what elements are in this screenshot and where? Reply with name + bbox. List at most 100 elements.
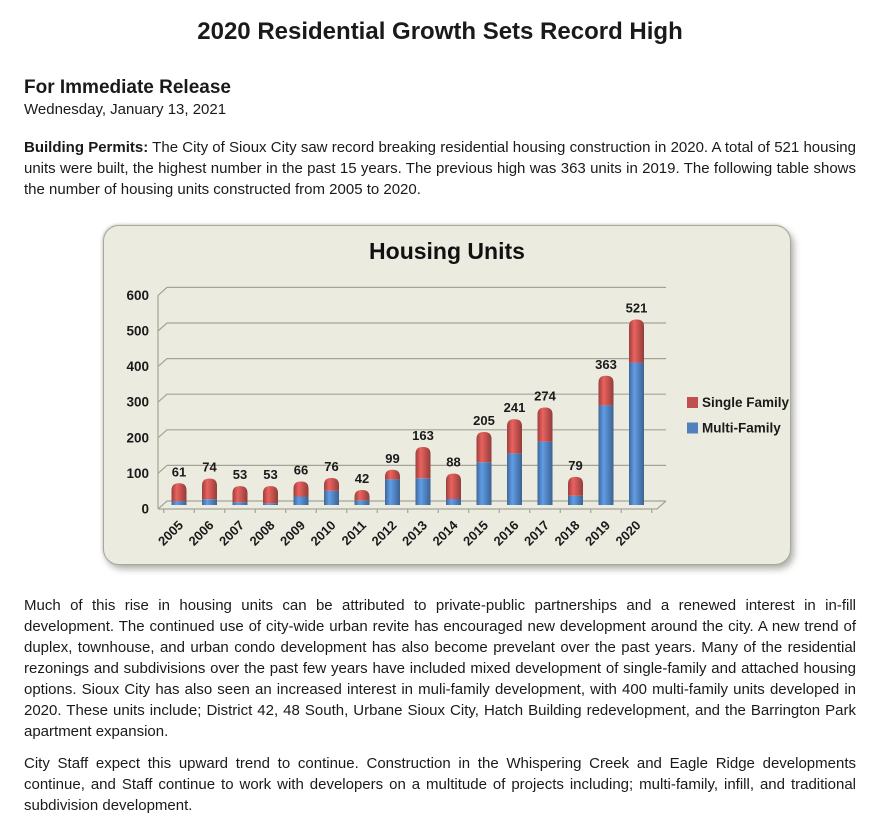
chart-title: Housing Units xyxy=(369,238,525,264)
bar-segment-single-family xyxy=(537,407,553,442)
gridline xyxy=(157,500,666,510)
bar-segment-multi-family xyxy=(293,496,309,505)
bar-segment-multi-family xyxy=(202,499,217,505)
y-tick-label: 400 xyxy=(126,359,149,374)
bar-total-label: 274 xyxy=(534,388,556,403)
chart-panel: 0 100 200 300 400 500 600 61 74 53 53 66 76 42 99 163 88… xyxy=(103,225,791,565)
bars xyxy=(171,319,644,505)
x-axis-line xyxy=(158,500,667,510)
y-tick-label: 0 xyxy=(141,502,149,517)
bar-segment-multi-family xyxy=(568,495,583,505)
gridline xyxy=(157,286,666,296)
y-tick-label: 600 xyxy=(126,288,149,303)
bar-segment-single-family xyxy=(385,469,400,480)
x-axis-labels: 2005 2006 2007 2008 2009 2010 2011 2012 2013 2014… xyxy=(155,517,644,549)
bar-total-label: 61 xyxy=(172,464,186,479)
bar-total-label: 76 xyxy=(324,459,338,474)
gridline xyxy=(157,393,666,403)
press-release-page: 2020 Residential Growth Sets Record High… xyxy=(0,18,880,816)
bar-total-label: 74 xyxy=(202,460,217,475)
gridline xyxy=(157,464,666,474)
gridlines xyxy=(157,286,666,510)
bar-total-label: 521 xyxy=(626,301,648,316)
bar-segment-multi-family xyxy=(415,478,431,505)
bar-total-label: 66 xyxy=(294,463,308,478)
bar-segment-multi-family xyxy=(171,501,187,505)
bar-total-label: 42 xyxy=(355,471,369,486)
bar-segment-multi-family xyxy=(232,502,248,505)
bar-total-label: 79 xyxy=(568,458,582,473)
bar-segment-single-family xyxy=(446,473,461,499)
x-tick-label: 2011 xyxy=(339,518,370,549)
bar-segment-single-family xyxy=(263,486,278,504)
y-tick-label: 500 xyxy=(126,324,149,339)
bar-total-label: 99 xyxy=(385,451,399,466)
page-title: 2020 Residential Growth Sets Record High xyxy=(197,18,683,45)
bar-segment-multi-family xyxy=(476,462,492,505)
building-permits-label: Building Permits: xyxy=(24,139,149,156)
paragraph-growth-analysis: Much of this rise in housing units can b… xyxy=(24,597,856,740)
bar-total-label: 163 xyxy=(412,428,434,443)
bar-segment-single-family xyxy=(324,477,339,491)
bar-segment-multi-family xyxy=(354,500,370,505)
bar-segment-single-family xyxy=(293,481,309,497)
bar-total-label: 53 xyxy=(233,467,247,482)
bar-total-label: 53 xyxy=(263,467,277,482)
x-tick-label: 2007 xyxy=(216,518,247,549)
bar-segment-multi-family xyxy=(324,490,339,505)
bar-segment-multi-family xyxy=(629,362,644,505)
bar-total-label: 363 xyxy=(595,357,617,372)
housing-units-chart: 0 100 200 300 400 500 600 61 74 53 53 66 76 42 99 163 88… xyxy=(126,286,790,549)
bar-segment-multi-family xyxy=(537,441,553,505)
x-tick-label: 2014 xyxy=(430,517,462,549)
gridline xyxy=(157,322,666,332)
gridline xyxy=(157,429,666,439)
legend: Single Family Multi-Family xyxy=(687,395,790,436)
x-tick-label: 2010 xyxy=(308,518,339,549)
paragraph-outlook: City Staff expect this upward trend to c… xyxy=(24,755,856,814)
x-tick-label: 2016 xyxy=(491,518,522,549)
release-heading: For Immediate Release xyxy=(24,77,231,98)
building-permits-text: The City of Sioux City saw record breaki… xyxy=(24,139,856,198)
bar-segment-multi-family xyxy=(507,453,522,505)
bar-total-label: 205 xyxy=(473,413,495,428)
paragraph-building-permits: Building Permits: The City of Sioux City… xyxy=(24,137,856,200)
x-tick-label: 2008 xyxy=(247,518,278,549)
bar-segment-single-family xyxy=(202,478,217,500)
bar-total-label: 88 xyxy=(446,455,460,470)
x-tick-label: 2020 xyxy=(613,518,644,549)
bar-segment-single-family xyxy=(171,483,187,502)
x-tick-label: 2009 xyxy=(277,518,308,549)
x-tick-label: 2012 xyxy=(369,518,400,549)
bar-segment-multi-family xyxy=(446,498,461,505)
x-tick-label: 2019 xyxy=(582,518,613,549)
legend-swatch xyxy=(687,397,698,408)
y-tick-label: 200 xyxy=(126,430,149,445)
category-axis xyxy=(158,500,667,513)
x-tick-label: 2013 xyxy=(399,518,430,549)
bar-segment-single-family xyxy=(568,476,583,496)
x-tick-label: 2017 xyxy=(521,518,552,549)
gridline xyxy=(157,358,666,368)
data-labels: 61 74 53 53 66 76 42 99 163 88 205 241 274 79 363 521 xyxy=(172,301,648,487)
y-tick-label: 100 xyxy=(126,466,149,481)
bar-segment-single-family xyxy=(476,432,492,463)
bar-segment-single-family xyxy=(629,319,644,363)
bar-segment-single-family xyxy=(415,446,431,479)
bar-segment-single-family xyxy=(232,486,248,503)
release-date: Wednesday, January 13, 2021 xyxy=(24,101,227,118)
bar-total-label: 241 xyxy=(504,400,526,415)
legend-label: Multi-Family xyxy=(702,421,781,436)
legend-label: Single Family xyxy=(702,395,790,410)
x-tick-label: 2005 xyxy=(155,518,186,549)
bar-segment-single-family xyxy=(507,419,522,454)
bar-segment-multi-family xyxy=(263,503,278,505)
bar-segment-single-family xyxy=(354,490,370,501)
x-tick-label: 2006 xyxy=(186,518,217,549)
y-axis-labels: 0 100 200 300 400 500 600 xyxy=(126,288,149,517)
bar-segment-single-family xyxy=(598,375,614,406)
x-tick-label: 2015 xyxy=(460,518,491,549)
legend-swatch xyxy=(687,422,698,434)
bar-segment-multi-family xyxy=(598,405,614,505)
bar-segment-multi-family xyxy=(385,479,400,505)
